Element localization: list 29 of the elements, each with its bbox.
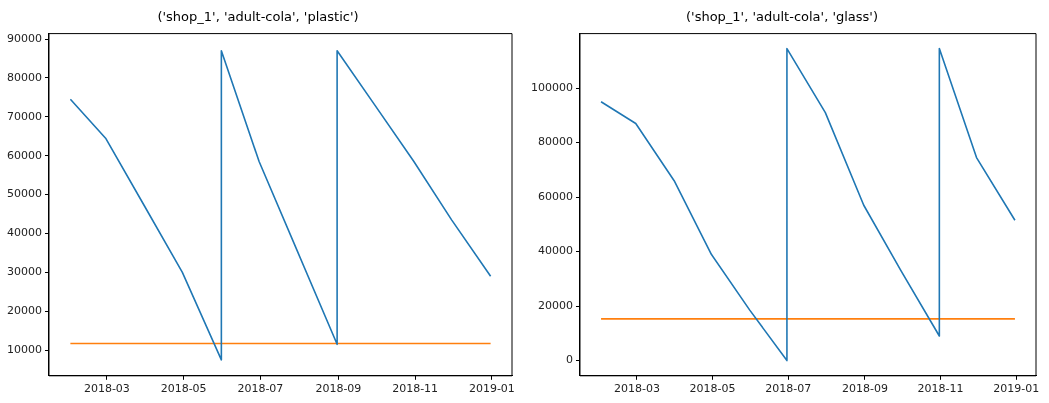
y-tick-label: 40000: [6, 226, 42, 240]
x-tick-label: 2018-05: [160, 382, 207, 396]
y-tick-label: 60000: [537, 189, 573, 203]
y-tick-label: 90000: [6, 31, 42, 45]
y-tick-label: 80000: [6, 70, 42, 84]
y-tick-label: 20000: [6, 304, 42, 318]
y-tick-label: 10000: [6, 342, 42, 356]
y-tick-label: 30000: [6, 265, 42, 279]
chart-title: ('shop_1', 'adult-cola', 'glass'): [685, 9, 879, 25]
x-tick-label: 2018-07: [765, 382, 812, 396]
x-tick-label: 2018-05: [689, 382, 736, 396]
x-tick-label: 2018-09: [842, 382, 888, 396]
x-tick-label: 2019-01: [468, 382, 515, 396]
x-tick-label: 2018-11: [917, 382, 964, 396]
y-tick-label: 0: [565, 353, 573, 367]
chart-title: ('shop_1', 'adult-cola', 'plastic'): [157, 9, 359, 25]
y-tick-label: 20000: [537, 298, 573, 312]
x-tick-label: 2018-03: [83, 382, 130, 396]
x-tick-label: 2018-11: [392, 382, 439, 396]
x-tick-label: 2018-07: [237, 382, 284, 396]
y-tick-label: 40000: [537, 244, 573, 258]
y-tick-label: 70000: [6, 109, 42, 123]
x-tick-label: 2018-03: [614, 382, 660, 396]
x-tick-label: 2018-09: [315, 382, 362, 396]
y-tick-label: 60000: [6, 148, 42, 162]
y-tick-label: 100000: [530, 80, 573, 94]
x-tick-label: 2019-01: [993, 382, 1040, 396]
y-tick-label: 80000: [537, 135, 573, 149]
y-tick-label: 50000: [6, 187, 42, 201]
